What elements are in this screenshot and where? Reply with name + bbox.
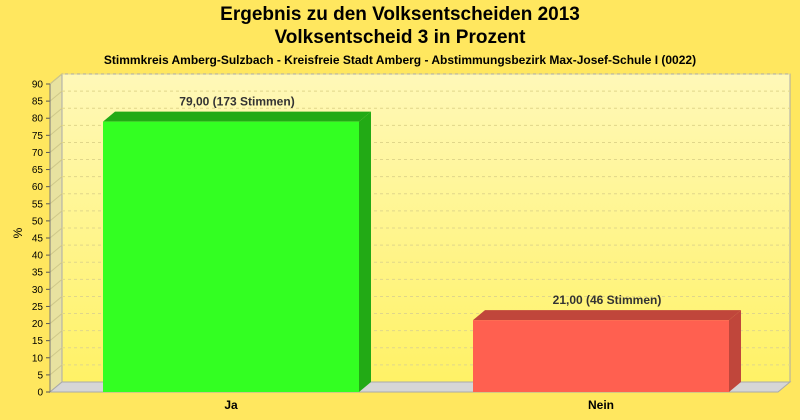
y-tick-label: 70 bbox=[32, 148, 44, 159]
y-tick-label: 85 bbox=[32, 97, 44, 108]
y-tick-label: 35 bbox=[32, 268, 44, 279]
gridline-side bbox=[49, 347, 63, 359]
bar-top bbox=[103, 111, 371, 122]
gridline-side bbox=[49, 227, 63, 239]
y-tick-label: 30 bbox=[32, 285, 44, 296]
y-tick-label: 50 bbox=[32, 216, 44, 227]
gridline-side bbox=[49, 90, 63, 102]
bar-side bbox=[729, 310, 741, 392]
y-tick-label: 80 bbox=[32, 114, 44, 125]
y-tick-label: 25 bbox=[32, 302, 44, 313]
chart-title: Ergebnis zu den Volksentscheiden 2013 bbox=[220, 4, 580, 25]
gridline-side bbox=[49, 330, 63, 342]
gridline-side bbox=[49, 107, 63, 119]
y-tick-label: 20 bbox=[32, 319, 44, 330]
y-tick-label: 65 bbox=[32, 165, 44, 176]
y-tick-label: 60 bbox=[32, 182, 44, 193]
gridline-side bbox=[49, 193, 63, 205]
gridline-side bbox=[49, 364, 63, 376]
y-axis-label: % bbox=[11, 227, 25, 238]
y-tick-label: 45 bbox=[32, 234, 44, 245]
gridline-side bbox=[49, 261, 63, 273]
gridline-side bbox=[49, 142, 63, 153]
bar-front bbox=[473, 320, 729, 392]
bar-nein: 21,00 (46 Stimmen) bbox=[473, 293, 741, 392]
bar-side bbox=[359, 111, 371, 393]
y-tick-label: 90 bbox=[32, 80, 44, 91]
x-tick-label: Nein bbox=[588, 398, 614, 412]
gridline-side bbox=[49, 124, 63, 136]
bar-top bbox=[473, 310, 741, 321]
bar-ja: 79,00 (173 Stimmen) bbox=[103, 95, 371, 393]
y-tick-label: 5 bbox=[37, 370, 43, 381]
y-tick-label: 40 bbox=[32, 251, 44, 262]
chart-subtitle: Volksentscheid 3 in Prozent bbox=[274, 27, 526, 48]
y-tick-label: 15 bbox=[32, 336, 44, 347]
gridline-side bbox=[49, 278, 63, 290]
x-tick-label: Ja bbox=[224, 398, 238, 412]
chart-caption: Stimmkreis Amberg-Sulzbach - Kreisfreie … bbox=[103, 53, 697, 67]
bar-front bbox=[103, 121, 359, 393]
gridline-side bbox=[49, 244, 63, 256]
gridline-side bbox=[49, 313, 63, 324]
y-tick-label: 10 bbox=[32, 353, 44, 364]
gridline-side bbox=[49, 296, 63, 307]
y-tick-label: 55 bbox=[32, 199, 44, 210]
y-tick-label: 75 bbox=[32, 131, 44, 142]
y-tick-label: 0 bbox=[37, 388, 43, 399]
data-label: 79,00 (173 Stimmen) bbox=[179, 95, 294, 109]
data-label: 21,00 (46 Stimmen) bbox=[553, 293, 662, 307]
gridline-side bbox=[49, 210, 63, 222]
gridline-side bbox=[49, 159, 63, 170]
gridline-side bbox=[49, 73, 63, 85]
gridline-side bbox=[49, 176, 63, 188]
